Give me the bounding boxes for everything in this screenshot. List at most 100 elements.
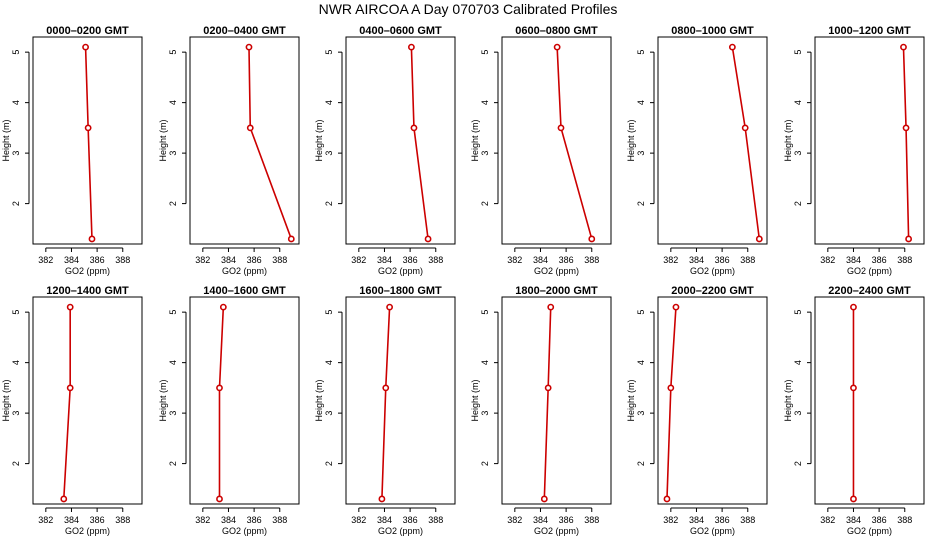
panel-6-y-tick-label-1: 2	[793, 201, 803, 206]
panel-7-y-tick-label-4: 5	[11, 310, 21, 315]
panel-1-x-tick-label-2: 384	[64, 255, 79, 265]
panel-1-y-axis-label: Height (m)	[1, 119, 11, 161]
panel-4-y-tick-label-1: 2	[480, 201, 490, 206]
panel-4-x-tick-label-1: 382	[507, 255, 522, 265]
panel-1-profile-line	[84, 47, 93, 239]
panel-1-y-tick-label-4: 5	[11, 50, 21, 55]
panel-5-x-tick-label-2: 384	[689, 255, 704, 265]
panel-10-point-2	[544, 384, 552, 392]
panel-6-point-2	[902, 124, 910, 132]
panel-11-y-tick-label-4: 5	[636, 310, 646, 315]
panel-2-point-3	[245, 43, 253, 51]
panel-9-x-axis-label: GO2 (ppm)	[378, 526, 423, 536]
panel-11-x-tick-label-4: 388	[740, 515, 755, 525]
panel-6-x-tick-label-1: 382	[820, 255, 835, 265]
panel-10-y-tick-label-4: 5	[480, 310, 490, 315]
panel-10-x-axis-label: GO2 (ppm)	[534, 526, 579, 536]
panel-11-y-tick-label-3: 4	[636, 360, 646, 365]
panel-1-y-tick-label-1: 2	[11, 201, 21, 206]
panel-5-x-tick-label-4: 388	[740, 255, 755, 265]
panel-3-y-tick-label-3: 4	[324, 100, 334, 105]
panel-3-x-tick-label-1: 382	[351, 255, 366, 265]
panel-5-point-2	[741, 124, 749, 132]
panel-8-x-tick-label-4: 388	[272, 515, 287, 525]
panel-10-x-tick-label-2: 384	[533, 515, 548, 525]
panel-9-point-1	[378, 495, 386, 503]
panel-7-y-tick-label-3: 4	[11, 360, 21, 365]
panel-7-y-tick-label-1: 2	[11, 461, 21, 466]
panel-8-y-axis-label: Height (m)	[158, 379, 168, 421]
panel-6-y-axis-label: Height (m)	[783, 119, 793, 161]
panel-4-x-tick-label-3: 386	[559, 255, 574, 265]
panel-6-point-3	[900, 43, 907, 51]
panel-1-x-tick-label-4: 388	[115, 255, 130, 265]
panel-11-x-axis-label: GO2 (ppm)	[690, 526, 735, 536]
panel-3-y-tick-label-4: 5	[324, 50, 334, 55]
panel-4-frame	[501, 36, 612, 245]
panel-4-point-1	[588, 235, 596, 243]
panel-6-y-tick-label-3: 4	[793, 100, 803, 105]
panel-9-title: 1600–1800 GMT	[359, 285, 442, 297]
panel-6-y-tick-label-4: 5	[793, 50, 803, 55]
panel-2-y-tick-label-2: 3	[168, 151, 178, 156]
panel-6-x-tick-label-3: 386	[872, 255, 887, 265]
panel-10-x-tick-label-1: 382	[507, 515, 522, 525]
panel-11-y-tick-label-2: 3	[636, 411, 646, 416]
panel-4-profile-line	[556, 47, 593, 240]
panel-12-y-tick-label-2: 3	[793, 411, 803, 416]
panel-5-point-3	[728, 43, 736, 51]
panel-5-frame	[657, 36, 768, 245]
panel-7-x-tick-label-4: 388	[115, 515, 130, 525]
panel-8-point-1	[216, 495, 223, 503]
panel-7-x-tick-label-1: 382	[38, 515, 53, 525]
panel-4-x-tick-label-2: 384	[533, 255, 548, 265]
panel-1-x-tick-label-3: 386	[90, 255, 105, 265]
panel-12-y-tick-label-3: 4	[793, 360, 803, 365]
panel-11-point-3	[672, 303, 680, 311]
panel-11-y-tick-label-1: 2	[636, 461, 646, 466]
panel-12-y-tick-label-4: 5	[793, 310, 803, 315]
panel-1-y-tick-label-3: 4	[11, 100, 21, 105]
panel-11-x-tick-label-3: 386	[715, 515, 730, 525]
panel-9-point-3	[386, 303, 393, 311]
panel-1-x-tick-label-1: 382	[38, 255, 53, 265]
panel-1-point-3	[82, 43, 89, 51]
panel-10-y-tick-label-3: 4	[480, 360, 490, 365]
panel-10-frame	[501, 296, 612, 505]
panel-3-point-3	[407, 43, 415, 51]
panel-5-profile-line	[731, 46, 761, 240]
panel-9-y-tick-label-1: 2	[324, 461, 334, 466]
panel-10-y-tick-label-2: 3	[480, 411, 490, 416]
panel-12-point-1	[850, 495, 857, 503]
panel-8-x-tick-label-3: 386	[247, 515, 262, 525]
panel-11-point-1	[663, 495, 671, 503]
panel-10-x-tick-label-4: 388	[584, 515, 599, 525]
panel-10-y-tick-label-1: 2	[480, 461, 490, 466]
panel-3-point-2	[410, 124, 418, 132]
panel-6-x-axis-label: GO2 (ppm)	[847, 266, 892, 276]
panel-6-point-1	[905, 235, 913, 243]
panel-7-x-tick-label-2: 384	[64, 515, 79, 525]
panel-4-y-tick-label-3: 4	[480, 100, 490, 105]
panel-10-point-3	[547, 303, 555, 311]
panel-7-point-3	[66, 303, 74, 311]
panel-11-x-tick-label-2: 384	[689, 515, 704, 525]
panel-3-x-tick-label-3: 386	[403, 255, 418, 265]
panel-1-x-axis-label: GO2 (ppm)	[65, 266, 110, 276]
panel-11-profile-line	[666, 307, 677, 499]
panel-5-x-tick-label-3: 386	[715, 255, 730, 265]
panel-9-frame	[345, 296, 456, 505]
panel-7-point-1	[60, 495, 68, 503]
panel-7-y-tick-label-2: 3	[11, 411, 21, 416]
panel-12-x-tick-label-3: 386	[872, 515, 887, 525]
panel-11-x-tick-label-1: 382	[663, 515, 678, 525]
panel-5-y-tick-label-2: 3	[636, 151, 646, 156]
panel-8-y-tick-label-4: 5	[168, 310, 178, 315]
panel-7-profile-line	[62, 307, 71, 499]
panel-12-x-tick-label-2: 384	[846, 515, 861, 525]
panel-2-x-tick-label-2: 384	[221, 255, 236, 265]
panel-6-profile-line	[902, 47, 910, 239]
panel-4-point-3	[553, 43, 561, 51]
panel-2-frame	[189, 36, 300, 245]
